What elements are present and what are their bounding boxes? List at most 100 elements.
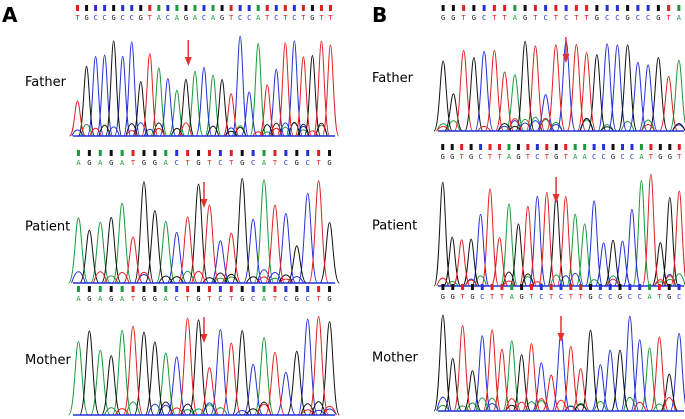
base-quality-box — [120, 150, 124, 156]
base-quality-box — [273, 286, 277, 292]
base-call: A — [157, 14, 162, 22]
base-quality-box — [148, 5, 152, 11]
base-quality-box — [677, 144, 681, 150]
base-call: G — [470, 293, 474, 301]
base-call: C — [166, 14, 170, 22]
base-quality-box — [516, 144, 520, 150]
base-call: A — [583, 153, 588, 161]
base-call: A — [507, 153, 512, 161]
base-quality-box — [621, 144, 624, 150]
base-quality-box — [306, 286, 310, 292]
base-quality-box — [482, 5, 486, 11]
base-call: C — [202, 14, 206, 22]
base-call: T — [579, 293, 584, 301]
trace — [68, 179, 283, 284]
base-call: A — [513, 14, 518, 22]
base-call: C — [630, 153, 634, 161]
base-quality-box — [488, 144, 492, 150]
base-quality-box — [109, 286, 113, 292]
base-call: A — [639, 153, 644, 161]
base-quality-box — [573, 144, 577, 150]
base-call: G — [472, 14, 476, 22]
base-call: T — [273, 159, 278, 167]
base-quality-box — [649, 144, 653, 150]
trace — [80, 42, 328, 137]
base-call: G — [656, 14, 660, 22]
base-quality-box — [317, 286, 321, 292]
base-quality-box — [451, 284, 455, 290]
track-label: Patient — [25, 220, 70, 235]
base-quality-box — [328, 286, 332, 292]
base-call: G — [554, 153, 558, 161]
base-quality-box — [595, 5, 599, 11]
base-quality-box — [175, 5, 179, 11]
base-call: T — [503, 14, 508, 22]
base-quality-box — [274, 5, 278, 11]
base-call: G — [626, 14, 630, 22]
base-call: C — [636, 14, 640, 22]
base-call: C — [121, 14, 125, 22]
base-call: G — [87, 295, 91, 303]
base-call: T — [490, 293, 495, 301]
trace — [92, 180, 329, 284]
base-call: C — [292, 14, 296, 22]
base-quality-box — [441, 144, 445, 150]
base-quality-box — [469, 144, 473, 150]
base-quality-box — [317, 150, 321, 156]
base-call: A — [193, 14, 198, 22]
base-quality-box — [319, 5, 323, 11]
base-quality-box — [569, 284, 573, 290]
base-quality-box — [648, 284, 652, 290]
base-quality-box — [544, 5, 548, 11]
base-quality-box — [283, 5, 287, 11]
base-quality-box — [87, 286, 91, 292]
base-quality-box — [549, 284, 553, 290]
base-quality-box — [109, 150, 113, 156]
base-call: C — [175, 295, 179, 303]
base-quality-box — [611, 144, 615, 150]
base-quality-box — [284, 150, 288, 156]
base-quality-box — [545, 144, 549, 150]
base-quality-box — [529, 284, 533, 290]
base-call: G — [240, 159, 244, 167]
base-call: G — [196, 295, 200, 303]
base-quality-box — [184, 5, 188, 11]
base-call: C — [608, 293, 612, 301]
base-call: G — [112, 14, 116, 22]
panel-letter: A — [2, 3, 18, 27]
base-call: G — [87, 159, 91, 167]
base-quality-box — [251, 286, 255, 292]
base-quality-box — [295, 286, 299, 292]
base-call: G — [516, 153, 520, 161]
base-call: T — [488, 153, 493, 161]
base-quality-box — [677, 284, 681, 290]
base-quality-box — [589, 284, 593, 290]
base-call: G — [327, 159, 331, 167]
base-call: T — [649, 153, 654, 161]
base-quality-box — [284, 286, 288, 292]
base-quality-box — [564, 5, 568, 11]
base-call: T — [462, 14, 467, 22]
trace — [464, 195, 677, 287]
base-call: T — [207, 159, 212, 167]
base-call: G — [240, 295, 244, 303]
base-quality-box — [112, 5, 116, 11]
trace — [68, 329, 275, 416]
base-call: T — [131, 159, 136, 167]
base-call: G — [84, 14, 88, 22]
base-call: A — [164, 159, 169, 167]
base-quality-box — [554, 5, 558, 11]
base-call: G — [658, 153, 662, 161]
base-quality-box — [646, 5, 650, 11]
base-call: C — [238, 14, 242, 22]
base-quality-box — [98, 286, 102, 292]
base-call: T — [273, 295, 278, 303]
trace — [436, 340, 667, 412]
base-call: C — [628, 293, 632, 301]
base-call: T — [186, 295, 191, 303]
base-call: T — [497, 153, 502, 161]
base-call: C — [306, 295, 310, 303]
base-quality-box — [450, 144, 454, 150]
base-quality-box — [535, 144, 539, 150]
trace — [71, 192, 319, 284]
